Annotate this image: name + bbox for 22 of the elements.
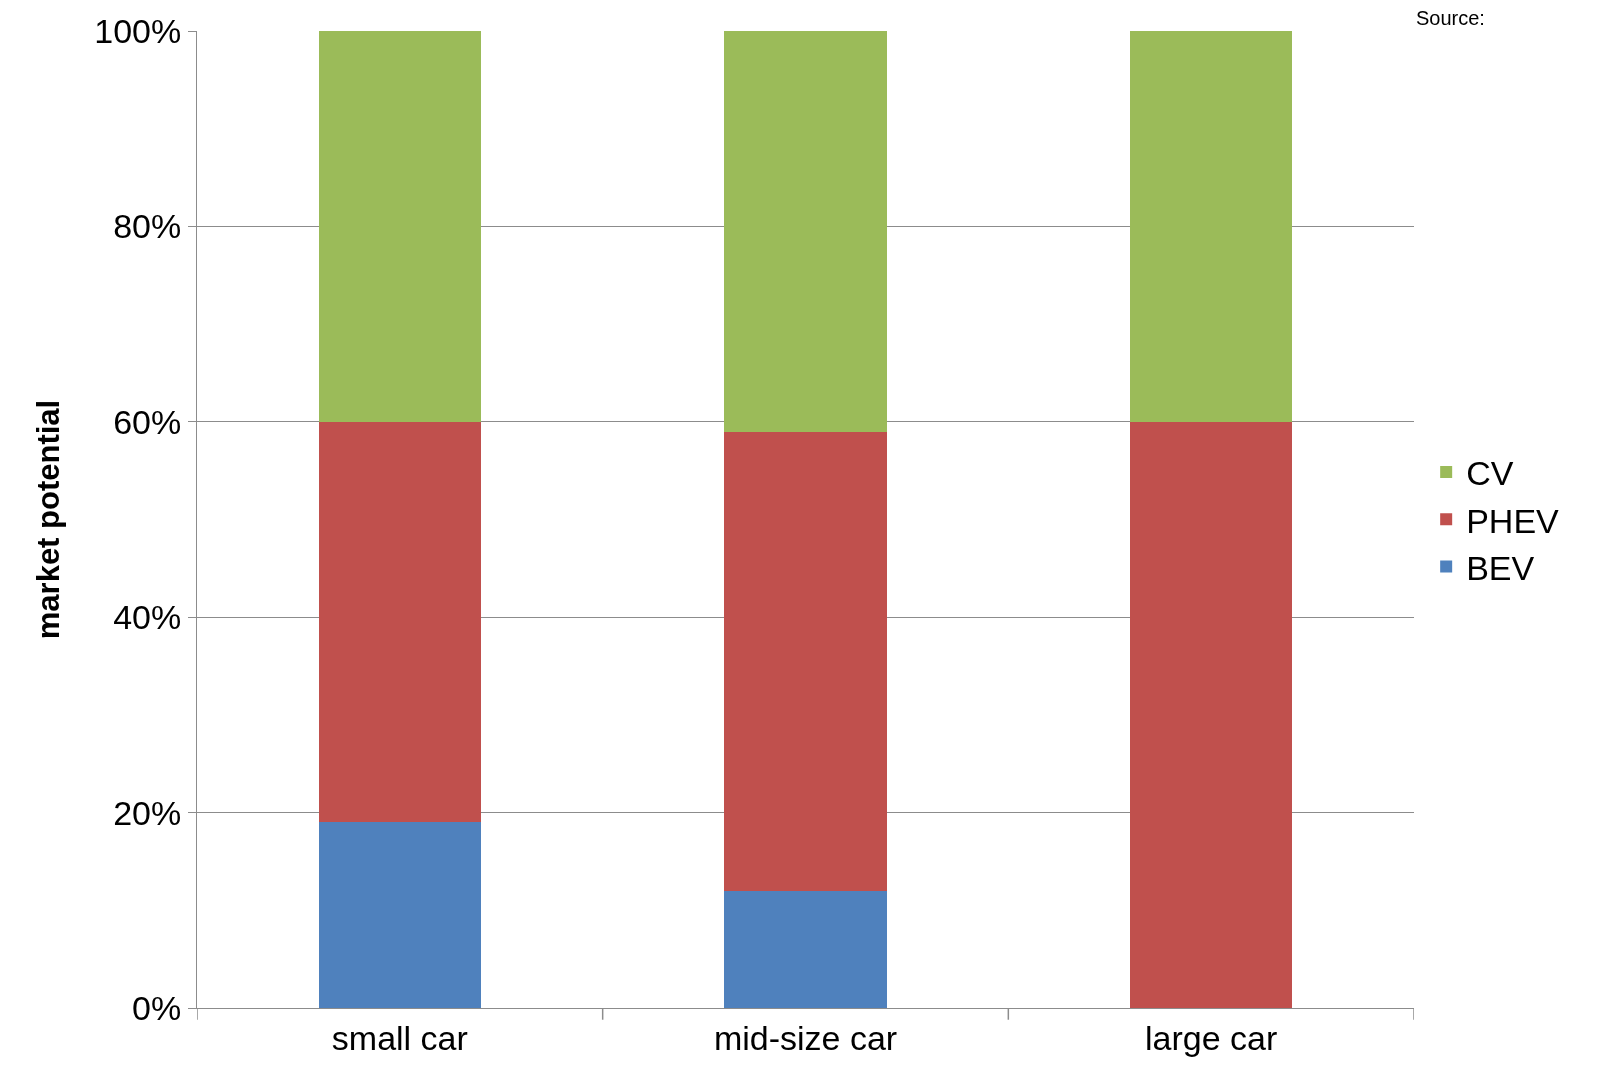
bar [318,31,481,422]
bar [318,421,481,823]
legend-label: PHEV [1466,501,1560,540]
legend-label: CV [1466,454,1514,493]
y-axis-title: market potential [30,399,66,640]
bar [724,31,887,432]
bar [724,890,887,1008]
bar [724,431,887,891]
bar [1130,421,1293,1008]
y-tick-label: 40% [113,598,182,637]
x-tick-label: small car [331,1018,468,1057]
bar [1130,31,1293,422]
y-tick-label: 20% [113,793,182,832]
legend-label: BEV [1466,548,1535,587]
x-tick-label: mid-size car [713,1018,898,1057]
y-tick-label: 60% [113,402,182,441]
x-tick-label: large car [1145,1018,1278,1057]
y-tick-label: 100% [94,11,182,50]
bar [318,822,481,1008]
y-tick-label: 0% [132,988,182,1027]
source-note: Source: [1416,7,1485,29]
y-tick-label: 80% [113,207,182,246]
